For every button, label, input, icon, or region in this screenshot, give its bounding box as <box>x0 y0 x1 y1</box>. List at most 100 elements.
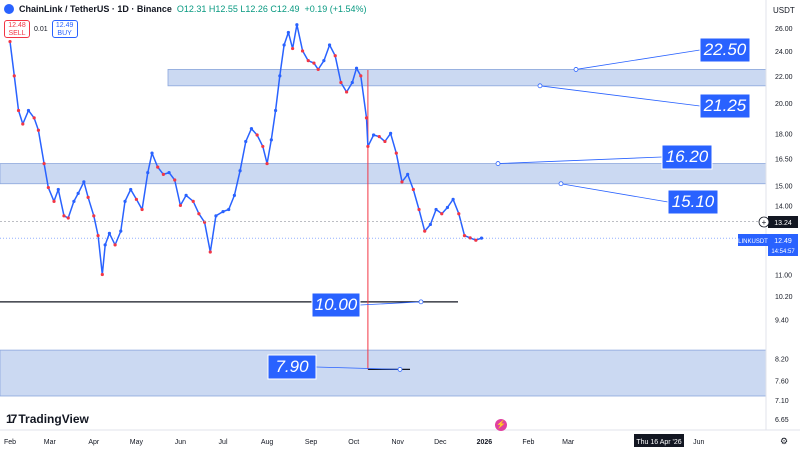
price-point <box>46 185 50 190</box>
price-axis-unit: USDT <box>773 6 795 15</box>
price-point <box>238 169 242 173</box>
price-point <box>265 161 269 166</box>
price-point <box>389 131 393 135</box>
sell-button[interactable]: 12.48 SELL <box>4 20 30 38</box>
annotation-label-1: 21.25 <box>703 96 747 115</box>
time-tick-label: Mar <box>562 439 575 446</box>
price-point <box>56 187 60 192</box>
annotation-box-4 <box>311 292 361 318</box>
price-point <box>21 122 25 126</box>
buy-button[interactable]: 12.49 BUY <box>51 20 78 38</box>
time-tick-label: Jun <box>175 439 186 446</box>
price-point <box>291 46 295 51</box>
settings-gear-icon[interactable]: ⚙ <box>780 436 788 446</box>
price-point <box>278 74 282 78</box>
zone-2 <box>0 349 767 397</box>
annotation-box-5 <box>267 354 317 380</box>
price-point <box>123 199 127 203</box>
price-point <box>72 199 76 203</box>
ohlc-values: O12.31 H12.55 L12.26 C12.49 <box>176 4 300 14</box>
buy-label: BUY <box>57 30 72 37</box>
price-point <box>371 133 376 137</box>
time-tick-label: 2026 <box>477 439 493 446</box>
annotation-anchor-4 <box>418 299 424 305</box>
last-price-tag <box>768 234 798 256</box>
annotation-box-3 <box>667 189 719 215</box>
price-point <box>400 180 404 184</box>
price-point <box>468 236 472 240</box>
price-point <box>100 272 104 277</box>
price-point <box>140 207 144 212</box>
price-point <box>129 187 133 192</box>
price-point <box>62 214 66 218</box>
crosshair-time-tag <box>634 434 684 447</box>
buy-price: 12.49 <box>55 22 74 29</box>
price-point <box>76 191 80 195</box>
price-point <box>423 229 427 233</box>
time-tick-label: Apr <box>88 439 100 446</box>
time-tick-label: Feb <box>522 439 534 446</box>
price-tick-label: 8.20 <box>775 357 789 364</box>
price-point <box>350 80 354 85</box>
price-point <box>354 66 359 70</box>
add-alert-icon[interactable] <box>758 216 770 228</box>
price-point <box>434 207 438 212</box>
price-point <box>26 108 31 113</box>
price-point <box>249 127 254 131</box>
price-point <box>12 74 16 78</box>
time-tick-label: Aug <box>261 439 274 446</box>
time-tick-label: May <box>130 439 144 446</box>
tradingview-brand[interactable]: 17 TradingView <box>6 412 89 426</box>
symbol-tag-label: LINKUSDT <box>738 239 768 245</box>
price-point <box>474 238 478 242</box>
time-axis-bg[interactable] <box>0 430 800 450</box>
time-tick-label: Oct <box>348 439 359 446</box>
price-point <box>66 216 70 220</box>
sell-price: 12.48 <box>8 22 26 29</box>
time-tick-label: Jul <box>219 439 228 446</box>
annotation-anchor-3 <box>558 181 564 187</box>
annotation-anchor-2 <box>495 161 501 166</box>
annotation-label-4: 10.00 <box>315 295 358 314</box>
symbol-header: ChainLink / TetherUS · 1D · Binance O12.… <box>4 4 367 14</box>
lightning-icon[interactable]: ⚡ <box>495 419 507 431</box>
annotation-connector-5 <box>315 366 401 370</box>
price-point <box>383 139 387 144</box>
price-point <box>244 139 248 144</box>
price-point <box>306 59 310 63</box>
chainlink-logo-icon <box>4 4 14 14</box>
annotation-label-0: 22.50 <box>703 40 747 59</box>
price-point <box>312 61 316 65</box>
price-point <box>479 236 484 240</box>
symbol-title[interactable]: ChainLink / TetherUS · 1D · Binance <box>19 4 172 14</box>
price-point <box>96 234 100 238</box>
price-point <box>428 222 432 227</box>
price-point <box>344 90 349 94</box>
annotation-box-1 <box>699 93 751 119</box>
brand-label: TradingView <box>18 412 89 426</box>
price-tick-label: 20.00 <box>775 101 793 108</box>
price-tick-label: 6.65 <box>775 417 789 424</box>
price-change: +0.19 (+1.54%) <box>304 4 367 14</box>
price-point <box>286 30 290 35</box>
price-point <box>366 144 370 149</box>
price-point <box>82 180 86 184</box>
annotation-label-5: 7.90 <box>275 357 309 376</box>
price-point <box>339 80 343 85</box>
price-point <box>457 212 461 216</box>
price-point <box>364 116 369 120</box>
tradingview-logo-icon: 17 <box>6 412 17 426</box>
zone-1 <box>0 163 767 185</box>
price-point <box>282 43 286 47</box>
price-point <box>107 231 112 235</box>
price-point <box>42 161 46 166</box>
price-axis-bg[interactable] <box>766 0 800 430</box>
price-tick-label: 15.00 <box>775 184 793 191</box>
price-point <box>255 133 259 137</box>
price-tick-label: 22.00 <box>775 74 793 81</box>
price-point <box>295 23 299 27</box>
price-tick-label: 14.00 <box>775 203 793 210</box>
price-point <box>150 151 154 155</box>
price-point <box>327 43 332 47</box>
